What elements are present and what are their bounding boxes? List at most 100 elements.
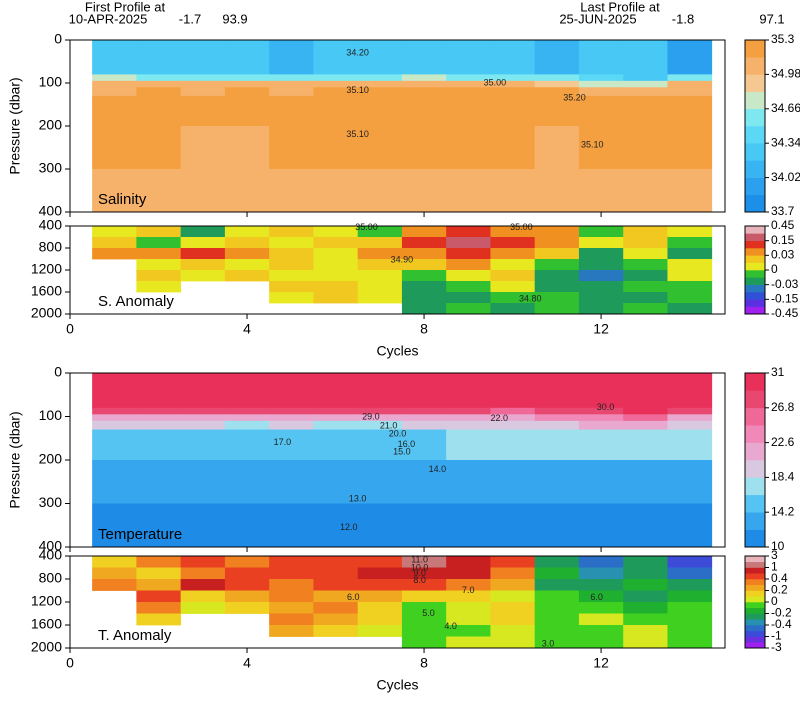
y-tick-label: 1200 bbox=[31, 593, 62, 609]
cell bbox=[623, 40, 668, 75]
cell bbox=[401, 248, 447, 260]
cell bbox=[180, 429, 226, 461]
cell bbox=[490, 613, 536, 626]
cell bbox=[623, 556, 668, 568]
colorbar-tick-label: -1 bbox=[771, 629, 782, 643]
colorbar-tick-label: 34.66 bbox=[771, 101, 800, 115]
colorbar-tick-label: 22.6 bbox=[771, 435, 795, 449]
cell bbox=[269, 407, 314, 415]
cell bbox=[357, 625, 403, 637]
cell bbox=[578, 613, 624, 626]
first-lat: -1.7 bbox=[179, 11, 201, 26]
cell bbox=[269, 590, 314, 603]
cell bbox=[534, 414, 580, 422]
cell bbox=[92, 169, 137, 213]
cell bbox=[313, 80, 359, 88]
cell bbox=[578, 270, 624, 282]
cell bbox=[224, 590, 270, 603]
cell bbox=[180, 95, 226, 127]
cell bbox=[92, 567, 137, 580]
cell bbox=[401, 503, 447, 548]
cell bbox=[136, 226, 182, 238]
cell bbox=[446, 636, 491, 649]
contour-label: 35.10 bbox=[581, 140, 604, 150]
cell bbox=[180, 270, 226, 282]
cell bbox=[578, 237, 624, 249]
cell bbox=[136, 556, 182, 568]
cell bbox=[401, 556, 447, 568]
cell bbox=[667, 226, 713, 238]
cell bbox=[401, 602, 447, 614]
cell bbox=[180, 567, 226, 580]
cell bbox=[490, 169, 536, 213]
cell bbox=[269, 602, 314, 614]
contour-label: 13.0 bbox=[349, 494, 367, 504]
cell bbox=[92, 556, 137, 568]
cell bbox=[623, 237, 668, 249]
cell bbox=[667, 95, 713, 127]
cell bbox=[180, 74, 226, 82]
cell bbox=[534, 40, 580, 75]
cell bbox=[269, 625, 314, 637]
contour-label: 4.0 bbox=[444, 621, 457, 631]
cell bbox=[357, 87, 403, 97]
cell bbox=[136, 373, 182, 409]
cell bbox=[180, 460, 226, 504]
cell bbox=[180, 579, 226, 591]
cell bbox=[313, 429, 359, 461]
cell bbox=[667, 420, 713, 430]
cell bbox=[446, 292, 491, 304]
cell bbox=[623, 567, 668, 580]
contour-label: 3.0 bbox=[542, 638, 555, 648]
colorbar-band bbox=[745, 561, 765, 568]
cell bbox=[578, 74, 624, 82]
cell bbox=[534, 613, 580, 626]
cell bbox=[667, 414, 713, 422]
cell bbox=[269, 80, 314, 88]
cell bbox=[401, 373, 447, 409]
cell bbox=[623, 126, 668, 170]
colorbar-band bbox=[745, 91, 765, 110]
colorbar-band bbox=[745, 284, 765, 293]
cell bbox=[446, 460, 491, 504]
cell bbox=[446, 556, 491, 568]
cell bbox=[269, 429, 314, 461]
last-caption: Last Profile at bbox=[580, 0, 660, 14]
cell bbox=[623, 87, 668, 97]
y-tick-label: 300 bbox=[39, 160, 63, 176]
cell bbox=[446, 303, 491, 315]
cell bbox=[313, 74, 359, 82]
cell bbox=[92, 95, 137, 127]
cell bbox=[578, 460, 624, 504]
cell bbox=[401, 87, 447, 97]
colorbar-tick-label: 31 bbox=[771, 365, 785, 379]
x-tick-label: 12 bbox=[593, 655, 609, 671]
cell bbox=[446, 237, 491, 249]
cell bbox=[92, 429, 137, 461]
y-tick-label: 300 bbox=[39, 494, 63, 510]
panel-label: S. Anomaly bbox=[98, 293, 174, 310]
cell bbox=[446, 567, 491, 580]
cell bbox=[667, 407, 713, 415]
cell bbox=[92, 373, 137, 409]
cell bbox=[401, 292, 447, 304]
cell bbox=[92, 226, 137, 238]
cell bbox=[446, 259, 491, 271]
cell bbox=[446, 169, 491, 213]
cell bbox=[92, 579, 137, 591]
last-date: 25-JUN-2025 bbox=[559, 11, 636, 26]
cell bbox=[313, 87, 359, 97]
cell bbox=[401, 40, 447, 75]
colorbar-band bbox=[745, 573, 765, 580]
cell bbox=[667, 636, 713, 649]
cell bbox=[224, 414, 270, 422]
cell bbox=[180, 80, 226, 88]
cell bbox=[136, 590, 182, 603]
colorbar-tick-label: 33.7 bbox=[771, 204, 795, 218]
colorbar-band bbox=[745, 277, 765, 285]
cell bbox=[313, 373, 359, 409]
cell bbox=[224, 248, 270, 260]
panel-label: Salinity bbox=[98, 191, 147, 208]
cell bbox=[313, 460, 359, 504]
cell bbox=[578, 226, 624, 238]
